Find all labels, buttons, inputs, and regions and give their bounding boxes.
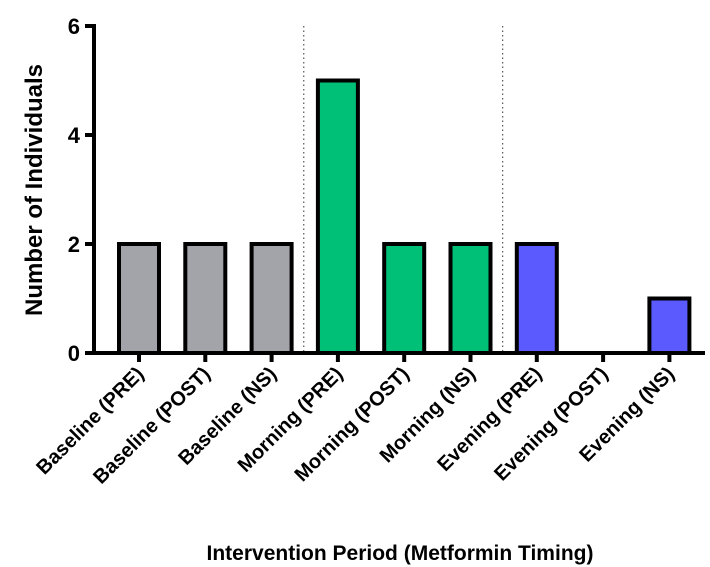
bar-morning-pre bbox=[315, 78, 360, 355]
y-tick-label: 4 bbox=[68, 123, 81, 148]
bar-baseline-pre bbox=[117, 242, 161, 355]
y-axis-label: Number of Individuals bbox=[21, 64, 48, 316]
x-tick-label: Evening (POST) bbox=[490, 363, 612, 485]
bar-morning-ns bbox=[448, 242, 493, 355]
bar-evening-pre bbox=[514, 242, 559, 355]
x-tick-label: Baseline (POST) bbox=[89, 363, 215, 489]
y-tick-label: 6 bbox=[68, 14, 80, 39]
x-axis-label: Intervention Period (Metformin Timing) bbox=[207, 542, 594, 565]
y-tick-label: 2 bbox=[68, 232, 80, 257]
y-tick-label: 0 bbox=[68, 341, 80, 366]
x-tick-label: Morning (POST) bbox=[291, 363, 414, 486]
bar-baseline-ns bbox=[249, 242, 294, 355]
bar-morning-post bbox=[382, 242, 427, 355]
bar-baseline-post bbox=[183, 242, 228, 355]
bar-evening-ns bbox=[647, 296, 692, 355]
